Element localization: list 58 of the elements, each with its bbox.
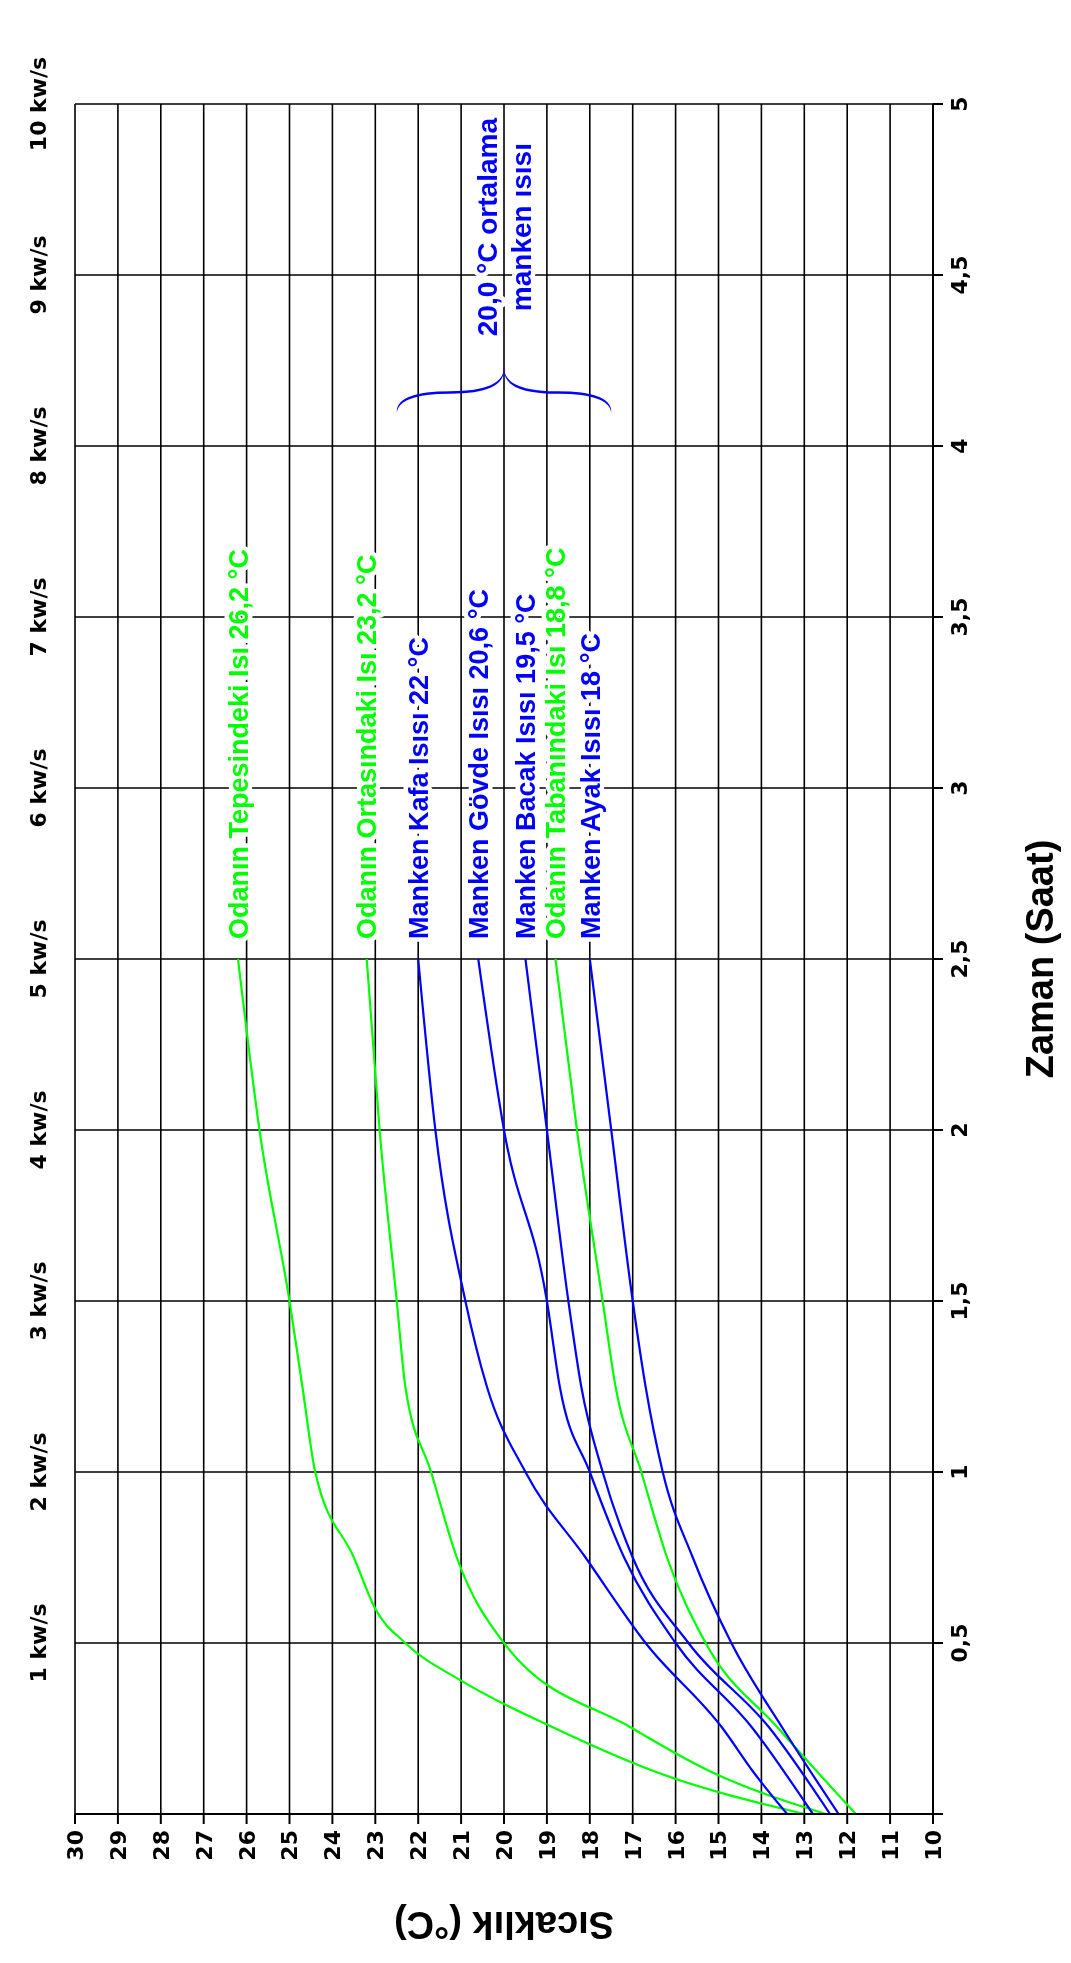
x-tick-label: 28 — [148, 1830, 174, 1861]
x-tick-label: 15 — [706, 1830, 732, 1861]
annotation: 20,0 °C ortalama manken ısısı — [472, 117, 538, 337]
text: Manken Bacak Isısı 19,5 °C — [511, 593, 542, 939]
x-tick-label: 16 — [663, 1830, 689, 1861]
x-tick-label: 12 — [835, 1830, 861, 1861]
y-tick-label: 2,5 — [946, 939, 972, 979]
x-tick-label: 19 — [534, 1830, 560, 1861]
line-series — [365, 957, 827, 1814]
text: Odanın Tabanındaki Isı 18,8 °C — [541, 547, 572, 939]
y2-tick-label: 10 kw/s — [25, 56, 51, 152]
y-axis-title: Zaman (Saat) — [1018, 839, 1061, 1079]
text: Odanın Tepesindeki Isı 26,2 °C — [223, 549, 254, 939]
y-tick-label: 3,5 — [946, 597, 972, 637]
x-tick-label: 26 — [234, 1830, 260, 1861]
y2-tick-label: 2 kw/s — [25, 1432, 51, 1512]
text: Manken Kafa Isısı 22 °C — [403, 637, 434, 939]
x-tick-label: 10 — [920, 1830, 946, 1861]
y2-tick-label: 3 kw/s — [25, 1261, 51, 1341]
x-tick-label: 24 — [320, 1830, 346, 1861]
x-tick-label: 13 — [792, 1830, 818, 1861]
y2-tick-label: 5 kw/s — [25, 919, 51, 999]
y-tick-label: 1 — [946, 1464, 972, 1480]
x-tick-label: 30 — [62, 1830, 88, 1861]
y-tick-label: 4 — [946, 438, 972, 454]
y-tick-label: 1,5 — [946, 1281, 972, 1321]
y2-tick-label: 8 kw/s — [25, 406, 51, 486]
text: Manken Gövde Isısı 20,6 °C — [463, 589, 494, 939]
y-tick-label: 4,5 — [946, 255, 972, 295]
line-series — [524, 957, 832, 1814]
y2-tick-label: 4 kw/s — [25, 1090, 51, 1170]
y2-tick-label: 1 kw/s — [25, 1603, 51, 1683]
y-tick-label: 0,5 — [946, 1623, 972, 1663]
x-tick-label: 17 — [620, 1830, 646, 1861]
x-tick-label: 23 — [363, 1830, 389, 1861]
y-tick-label: 3 — [946, 780, 972, 796]
y-tick-label: 2 — [946, 1122, 972, 1138]
x-tick-label: 25 — [277, 1830, 303, 1861]
y2-tick-label: 6 kw/s — [25, 748, 51, 828]
y2-tick-label: 9 kw/s — [25, 235, 51, 315]
text: Odanın Ortasındaki Isı 23,2 °C — [352, 554, 383, 939]
x-axis-title: Sıcaklık (°C) — [393, 1904, 615, 1947]
x-tick-label: 20 — [491, 1830, 517, 1861]
x-tick-label: 29 — [105, 1830, 131, 1861]
y-tick-label: 5 — [946, 96, 972, 112]
x-tick-label: 14 — [749, 1830, 775, 1861]
line-series — [588, 957, 840, 1814]
x-tick-label: 22 — [406, 1830, 432, 1861]
x-tick-label: 21 — [449, 1830, 475, 1861]
y2-tick-label: 7 kw/s — [25, 577, 51, 657]
line-series — [554, 957, 857, 1814]
x-tick-label: 11 — [878, 1830, 904, 1861]
line-series — [477, 957, 814, 1814]
x-tick-label: 18 — [577, 1830, 603, 1861]
line-series — [236, 957, 806, 1814]
line-series — [417, 957, 789, 1814]
text: Manken Ayak Isısı 18 °C — [575, 633, 606, 939]
x-tick-label: 27 — [191, 1830, 217, 1861]
